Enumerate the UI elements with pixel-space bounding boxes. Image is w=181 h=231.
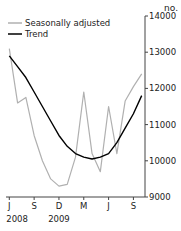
- x-tick: [9, 197, 10, 200]
- chart: 90001000011000120001300014000JSDMJS20082…: [0, 0, 181, 231]
- legend: Seasonally adjustedTrend: [8, 18, 110, 39]
- y-tick-label: 12000: [149, 83, 176, 93]
- x-tick-label: D: [56, 201, 63, 211]
- y-tick-label: 10000: [149, 156, 176, 166]
- x-tick-label: M: [80, 201, 87, 211]
- x-tick-label: S: [131, 201, 136, 211]
- x-tick: [108, 197, 109, 200]
- y-tick-label: 13000: [149, 47, 176, 57]
- x-tick-label: J: [7, 201, 11, 211]
- x-tick: [133, 197, 134, 200]
- x-axis-line: [6, 197, 145, 198]
- series-line: [9, 56, 141, 159]
- y-tick: [145, 16, 148, 17]
- y-tick-label: 11000: [149, 120, 176, 130]
- y-tick: [145, 160, 148, 161]
- x-tick-label: J: [106, 201, 110, 211]
- x-tick: [58, 197, 59, 200]
- x-tick: [83, 197, 84, 200]
- year-label: 2009: [48, 214, 70, 224]
- legend-label: Trend: [24, 29, 48, 39]
- plot-area: [9, 49, 141, 187]
- title: no.: [164, 3, 178, 13]
- year-label: 2008: [6, 214, 28, 224]
- x-tick-label: S: [31, 201, 36, 211]
- legend-label: Seasonally adjusted: [25, 18, 110, 28]
- x-tick: [34, 197, 35, 200]
- y-tick: [145, 124, 148, 125]
- y-tick: [145, 88, 148, 89]
- y-axis-line: [145, 16, 146, 197]
- legend-swatch: [8, 33, 22, 35]
- series-line: [9, 49, 141, 187]
- y-tick: [145, 197, 148, 198]
- y-tick: [145, 52, 148, 53]
- legend-swatch: [8, 22, 22, 24]
- y-tick-label: 9000: [149, 192, 171, 202]
